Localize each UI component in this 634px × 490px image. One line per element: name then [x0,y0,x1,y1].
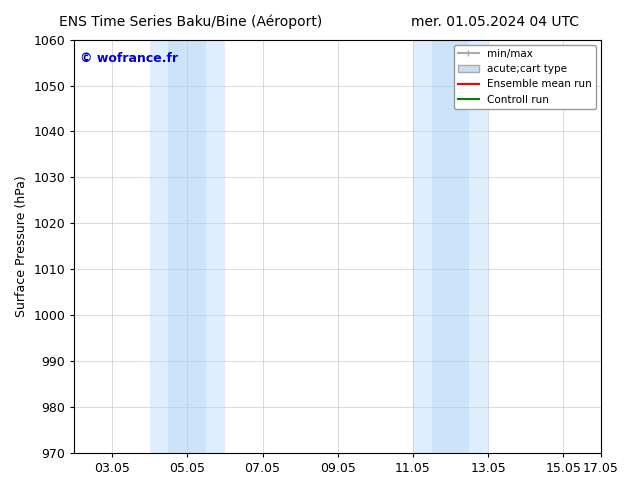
Text: mer. 01.05.2024 04 UTC: mer. 01.05.2024 04 UTC [411,15,578,29]
Y-axis label: Surface Pressure (hPa): Surface Pressure (hPa) [15,175,28,317]
Bar [413,40,488,453]
Bar [432,40,469,453]
Bar [169,40,206,453]
Bar [150,40,225,453]
Legend: min/max, acute;cart type, Ensemble mean run, Controll run: min/max, acute;cart type, Ensemble mean … [453,45,596,109]
Text: © wofrance.fr: © wofrance.fr [80,52,178,65]
Text: ENS Time Series Baku/Bine (Aéroport): ENS Time Series Baku/Bine (Aéroport) [58,15,322,29]
